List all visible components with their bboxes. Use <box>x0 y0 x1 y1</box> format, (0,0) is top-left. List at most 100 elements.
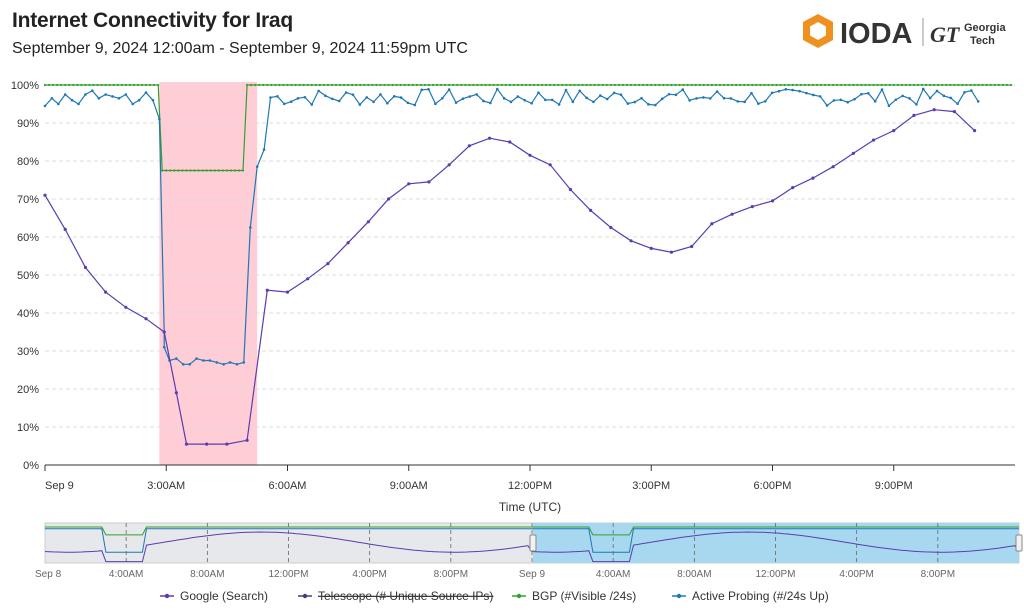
bgp-series-point[interactable] <box>908 83 912 87</box>
active-probing-series-point[interactable] <box>592 100 595 104</box>
bgp-series-point[interactable] <box>411 83 414 87</box>
active-probing-series-point[interactable] <box>57 102 60 106</box>
google-series-point[interactable] <box>528 153 532 157</box>
google-series-point[interactable] <box>972 129 977 133</box>
bgp-series-point[interactable] <box>108 83 111 87</box>
bgp-series-point[interactable] <box>504 83 507 87</box>
bgp-series-point[interactable] <box>779 83 782 87</box>
bgp-series-point[interactable] <box>747 83 750 87</box>
bgp-series-point[interactable] <box>472 83 475 87</box>
bgp-series-point[interactable] <box>363 83 366 87</box>
active-probing-series-point[interactable] <box>202 359 205 362</box>
bgp-series-point[interactable] <box>468 83 471 87</box>
bgp-series-point[interactable] <box>415 83 418 87</box>
bgp-series-point[interactable] <box>536 83 540 87</box>
bgp-series-point[interactable] <box>201 169 204 172</box>
bgp-series-point[interactable] <box>136 83 140 87</box>
bgp-series-point[interactable] <box>949 83 952 87</box>
active-probing-series-point[interactable] <box>777 89 781 93</box>
bgp-series-point[interactable] <box>937 83 940 87</box>
bgp-series-point[interactable] <box>860 83 863 87</box>
bgp-series-point[interactable] <box>686 83 689 87</box>
active-probing-series-point[interactable] <box>860 92 863 96</box>
google-series-point[interactable] <box>184 442 189 446</box>
bgp-series-point[interactable] <box>157 83 160 87</box>
bgp-series-point[interactable] <box>593 83 596 87</box>
active-probing-series-point[interactable] <box>763 99 767 103</box>
bgp-series-point[interactable] <box>92 83 95 87</box>
bgp-series-point[interactable] <box>682 83 685 87</box>
bgp-series-point[interactable] <box>666 83 669 87</box>
bgp-series-point[interactable] <box>205 169 208 172</box>
active-probing-series-point[interactable] <box>605 97 609 101</box>
bgp-series-point[interactable] <box>314 83 317 87</box>
bgp-series-point[interactable] <box>318 83 321 87</box>
active-probing-series-point[interactable] <box>242 361 246 364</box>
bgp-series-point[interactable] <box>941 83 944 87</box>
bgp-series-point[interactable] <box>961 83 964 87</box>
time-navigator[interactable]: Sep 8 4:00AM 8:00AM 12:00PM 4:00PM 8:00PM Sep … <box>35 522 1023 580</box>
bgp-series-point[interactable] <box>528 83 532 87</box>
bgp-series-point[interactable] <box>419 83 422 87</box>
active-probing-series-point[interactable] <box>144 91 148 94</box>
bgp-series-point[interactable] <box>484 83 487 87</box>
bgp-series-point[interactable] <box>549 83 552 87</box>
bgp-series-point[interactable] <box>140 83 144 87</box>
active-probing-series-point[interactable] <box>915 103 918 106</box>
bgp-series-point[interactable] <box>266 83 269 87</box>
active-probing-series-point[interactable] <box>949 96 953 100</box>
active-probing-series-point[interactable] <box>928 96 932 100</box>
bgp-series-point[interactable] <box>969 83 972 87</box>
bgp-series-point[interactable] <box>670 83 673 87</box>
active-probing-series-point[interactable] <box>653 103 657 107</box>
active-probing-series-point[interactable] <box>289 100 293 104</box>
bgp-series-point[interactable] <box>407 83 410 87</box>
active-probing-series-point[interactable] <box>757 102 760 105</box>
google-series-point[interactable] <box>83 265 88 269</box>
google-series-point[interactable] <box>892 129 896 133</box>
bgp-series-point[interactable] <box>916 83 920 87</box>
bgp-series-point[interactable] <box>96 83 99 87</box>
active-probing-series-point[interactable] <box>619 93 623 97</box>
active-probing-series-point[interactable] <box>269 96 272 99</box>
active-probing-series-point[interactable] <box>626 102 630 105</box>
bgp-series-point[interactable] <box>945 83 948 87</box>
bgp-series-point[interactable] <box>1005 83 1009 87</box>
bgp-series-point[interactable] <box>516 83 519 87</box>
google-series-point[interactable] <box>770 199 775 203</box>
bgp-series-point[interactable] <box>193 169 196 172</box>
bgp-series-point[interactable] <box>209 169 212 172</box>
bgp-series-point[interactable] <box>751 83 754 87</box>
navigator-handle[interactable] <box>529 534 537 552</box>
bgp-series-point[interactable] <box>480 83 483 87</box>
active-probing-series-point[interactable] <box>516 95 520 98</box>
active-probing-series-point[interactable] <box>956 102 959 106</box>
google-series-point[interactable] <box>609 225 613 230</box>
active-probing-series-point[interactable] <box>688 99 691 102</box>
bgp-series-point[interactable] <box>173 169 176 172</box>
bgp-series-point[interactable] <box>1009 83 1013 87</box>
bgp-series-point[interactable] <box>278 83 281 87</box>
bgp-series-point[interactable] <box>298 83 301 87</box>
bgp-series-point[interactable] <box>714 83 718 87</box>
bgp-series-point[interactable] <box>654 83 657 87</box>
active-probing-series-point[interactable] <box>970 89 973 92</box>
active-probing-series-point[interactable] <box>324 94 327 98</box>
bgp-series-point[interactable] <box>508 83 511 87</box>
active-probing-series-point[interactable] <box>386 101 389 105</box>
google-series-point[interactable] <box>63 227 67 231</box>
bgp-series-point[interactable] <box>355 83 358 87</box>
active-probing-series-point[interactable] <box>784 88 788 91</box>
active-probing-series-point[interactable] <box>770 91 774 95</box>
legend-item[interactable]: Active Probing (#/24s Up) <box>672 589 829 603</box>
bgp-series-point[interactable] <box>460 83 463 87</box>
active-probing-series-point[interactable] <box>337 99 341 103</box>
bgp-series-point[interactable] <box>722 83 726 87</box>
active-probing-series-point[interactable] <box>188 363 191 366</box>
bgp-series-point[interactable] <box>710 83 713 87</box>
bgp-series-point[interactable] <box>629 83 633 87</box>
google-series-point[interactable] <box>568 187 573 192</box>
bgp-series-point[interactable] <box>250 83 253 87</box>
bgp-series-point[interactable] <box>569 83 572 87</box>
